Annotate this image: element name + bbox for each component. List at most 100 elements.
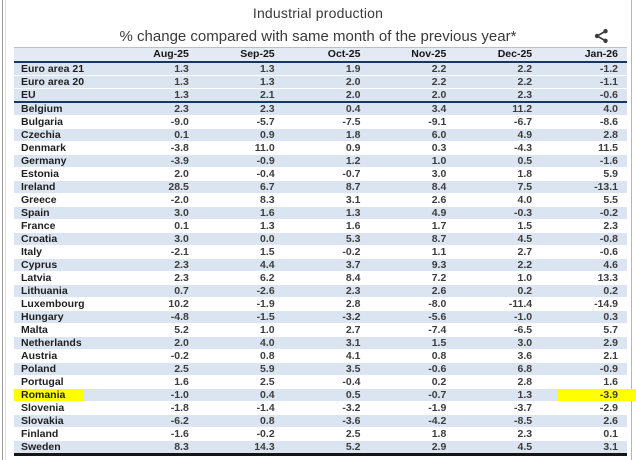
- value-cell-bulgaria-nov-25: -9.1: [369, 115, 456, 129]
- value-cell-sweden-oct-25: 5.2: [283, 440, 370, 455]
- table-row-eu: EU 1.3 2.1 2.0 2.0 2.3 -0.6: [14, 88, 627, 103]
- value-cell-lithuania-nov-25: 2.6: [369, 284, 456, 298]
- value-cell-spain-oct-25: 1.3: [283, 206, 370, 220]
- value-cell-portugal-aug-25: 1.6: [112, 375, 198, 389]
- value-cell-germany-dec-25: 0.5: [455, 154, 542, 168]
- value-cell-euro-area-21-dec-25: 2.2: [455, 62, 542, 76]
- row-label-italy: Italy: [14, 245, 112, 259]
- value-cell-latvia-aug-25: 2.3: [112, 271, 198, 285]
- value-cell-cyprus-dec-25: 2.2: [455, 258, 542, 272]
- value-cell-france-dec-25: 1.5: [455, 219, 542, 233]
- table-row-croatia: Croatia 3.0 0.0 5.3 8.7 4.5 -0.8: [14, 232, 627, 246]
- value-cell-luxembourg-aug-25: 10.2: [112, 297, 198, 311]
- left-border-line-2: [5, 0, 6, 460]
- row-label-estonia: Estonia: [14, 167, 112, 181]
- value-cell-france-jan-26: 2.3: [541, 219, 627, 233]
- value-cell-denmark-oct-25: 0.9: [283, 141, 370, 155]
- value-cell-belgium-dec-25: 11.2: [455, 102, 542, 116]
- value-cell-sweden-jan-26: 3.1: [541, 440, 627, 455]
- value-cell-slovakia-jan-26: 2.6: [541, 414, 627, 428]
- highlight-mark-value: [557, 389, 636, 401]
- chart-subtitle: % change compared with same month of the…: [119, 28, 517, 45]
- value-cell-italy-aug-25: -2.1: [112, 245, 198, 259]
- value-cell-hungary-aug-25: -4.8: [112, 310, 198, 324]
- value-cell-belgium-oct-25: 0.4: [283, 102, 370, 116]
- value-cell-italy-oct-25: -0.2: [283, 245, 370, 259]
- share-button[interactable]: [591, 26, 612, 46]
- value-cell-romania-aug-25: -1.0: [112, 388, 198, 402]
- value-cell-spain-jan-26: -0.2: [541, 206, 627, 220]
- value-cell-czechia-oct-25: 1.8: [283, 128, 370, 142]
- value-cell-greece-dec-25: 4.0: [455, 193, 542, 207]
- value-cell-italy-sep-25: 1.5: [197, 245, 284, 259]
- value-cell-cyprus-sep-25: 4.4: [197, 258, 284, 272]
- value-cell-greece-sep-25: 8.3: [197, 193, 284, 207]
- value-cell-malta-aug-25: 5.2: [112, 323, 198, 337]
- value-cell-croatia-dec-25: 4.5: [455, 232, 542, 246]
- corner-cell: [14, 47, 112, 63]
- row-label-netherlands: Netherlands: [14, 336, 112, 350]
- row-label-lithuania: Lithuania: [14, 284, 112, 298]
- table-row-hungary: Hungary -4.8 -1.5 -3.2 -5.6 -1.0 0.3: [14, 310, 627, 324]
- row-label-belgium: Belgium: [14, 102, 112, 116]
- value-cell-spain-aug-25: 3.0: [112, 206, 198, 220]
- value-cell-denmark-sep-25: 11.0: [197, 141, 284, 155]
- row-label-ireland: Ireland: [14, 180, 112, 194]
- value-cell-spain-sep-25: 1.6: [197, 206, 284, 220]
- value-cell-france-sep-25: 1.3: [197, 219, 284, 233]
- row-label-poland: Poland: [14, 362, 112, 376]
- table-row-euro-area-20: Euro area 20 1.3 1.3 2.0 2.2 2.2 -1.1: [14, 75, 627, 89]
- value-cell-austria-nov-25: 0.8: [369, 349, 456, 363]
- value-cell-estonia-jan-26: 5.9: [541, 167, 627, 181]
- highlight-mark-label: Romania: [14, 389, 84, 401]
- table-row-estonia: Estonia 2.0 -0.4 -0.7 3.0 1.8 5.9: [14, 167, 627, 181]
- value-cell-finland-dec-25: 2.3: [455, 427, 542, 441]
- table-row-netherlands: Netherlands 2.0 4.0 3.1 1.5 3.0 2.9: [14, 336, 627, 350]
- value-cell-austria-jan-26: 2.1: [541, 349, 627, 363]
- value-cell-belgium-jan-26: 4.0: [541, 102, 627, 116]
- row-label-czechia: Czechia: [14, 128, 112, 142]
- value-cell-hungary-sep-25: -1.5: [197, 310, 284, 324]
- value-cell-latvia-dec-25: 1.0: [455, 271, 542, 285]
- value-cell-lithuania-aug-25: 0.7: [112, 284, 198, 298]
- value-cell-eu-sep-25: 2.1: [197, 88, 284, 103]
- value-cell-netherlands-aug-25: 2.0: [112, 336, 198, 350]
- value-cell-austria-aug-25: -0.2: [112, 349, 198, 363]
- chart-title: Industrial production: [252, 5, 384, 21]
- value-cell-belgium-nov-25: 3.4: [369, 102, 456, 116]
- table-row-belgium: Belgium 2.3 2.3 0.4 3.4 11.2 4.0: [14, 102, 627, 116]
- value-cell-portugal-dec-25: 2.8: [455, 375, 542, 389]
- row-label-austria: Austria: [14, 349, 112, 363]
- row-label-croatia: Croatia: [14, 232, 112, 246]
- value-cell-estonia-aug-25: 2.0: [112, 167, 198, 181]
- value-cell-portugal-oct-25: -0.4: [283, 375, 370, 389]
- value-cell-finland-aug-25: -1.6: [112, 427, 198, 441]
- value-cell-denmark-nov-25: 0.3: [369, 141, 456, 155]
- row-label-cyprus: Cyprus: [14, 258, 112, 272]
- value-cell-austria-oct-25: 4.1: [283, 349, 370, 363]
- value-cell-eu-dec-25: 2.3: [455, 88, 542, 103]
- value-cell-luxembourg-oct-25: 2.8: [283, 297, 370, 311]
- value-cell-slovenia-nov-25: -1.9: [369, 401, 456, 415]
- left-border-line: [2, 0, 3, 460]
- value-cell-portugal-sep-25: 2.5: [197, 375, 284, 389]
- value-cell-finland-sep-25: -0.2: [197, 427, 284, 441]
- table-row-slovenia: Slovenia -1.8 -1.4 -3.2 -1.9 -3.7 -2.9: [14, 401, 627, 415]
- value-cell-eu-oct-25: 2.0: [283, 88, 370, 103]
- value-cell-slovakia-sep-25: 0.8: [197, 414, 284, 428]
- value-cell-euro-area-20-nov-25: 2.2: [369, 75, 456, 89]
- value-cell-ireland-nov-25: 8.4: [369, 180, 456, 194]
- row-label-luxembourg: Luxembourg: [14, 297, 112, 311]
- industrial-production-table: Aug-25 Sep-25 Oct-25 Nov-25 Dec-25 Jan-26 Eur…: [14, 47, 636, 456]
- value-cell-euro-area-20-jan-26: -1.1: [541, 75, 627, 89]
- value-cell-finland-nov-25: 1.8: [369, 427, 456, 441]
- column-header-oct-25: Oct-25: [283, 47, 370, 63]
- value-cell-hungary-jan-26: 0.3: [541, 310, 627, 324]
- value-cell-euro-area-21-sep-25: 1.3: [197, 62, 284, 76]
- value-cell-croatia-oct-25: 5.3: [283, 232, 370, 246]
- value-cell-lithuania-sep-25: -2.6: [197, 284, 284, 298]
- row-label-bulgaria: Bulgaria: [14, 115, 112, 129]
- value-cell-hungary-dec-25: -1.0: [455, 310, 542, 324]
- value-cell-estonia-dec-25: 1.8: [455, 167, 542, 181]
